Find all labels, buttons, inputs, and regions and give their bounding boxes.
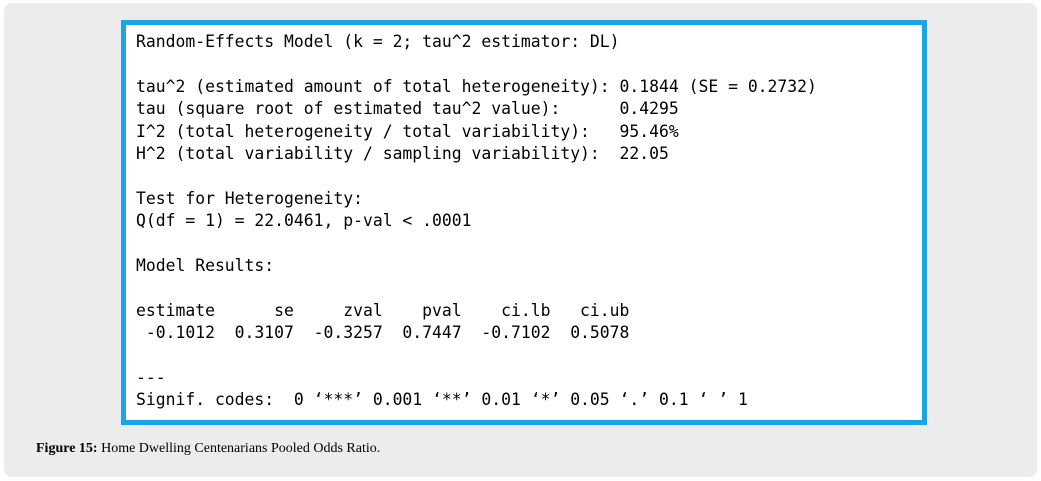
output-line-blank bbox=[136, 165, 922, 187]
r-output-frame: Random-Effects Model (k = 2; tau^2 estim… bbox=[121, 20, 927, 425]
figure-caption-text: Home Dwelling Centenarians Pooled Odds R… bbox=[97, 441, 381, 456]
output-line-tau2: tau^2 (estimated amount of total heterog… bbox=[136, 76, 817, 96]
output-line-model-header: Random-Effects Model (k = 2; tau^2 estim… bbox=[136, 32, 620, 51]
output-line-separator: --- bbox=[136, 367, 166, 387]
output-line-h2: H^2 (total variability / sampling variab… bbox=[136, 143, 669, 163]
output-line-blank bbox=[136, 233, 922, 255]
figure-caption: Figure 15: Home Dwelling Centenarians Po… bbox=[36, 441, 380, 457]
output-line-tau: tau (square root of estimated tau^2 valu… bbox=[136, 99, 679, 119]
output-line-results-values: -0.1012 0.3107 -0.3257 0.7447 -0.7102 0.… bbox=[136, 323, 630, 343]
output-line-model-results-title: Model Results: bbox=[136, 255, 275, 275]
output-line-results-header: estimate se zval pval ci.lb ci.ub bbox=[136, 300, 630, 320]
output-line-blank bbox=[136, 53, 922, 75]
output-line-heterogeneity-title: Test for Heterogeneity: bbox=[136, 188, 363, 208]
output-line-signif-codes: Signif. codes: 0 ‘***’ 0.001 ‘**’ 0.01 ‘… bbox=[136, 390, 748, 410]
figure-caption-label: Figure 15: bbox=[36, 441, 98, 456]
output-line-i2: I^2 (total heterogeneity / total variabi… bbox=[136, 121, 679, 141]
r-console-output: Random-Effects Model (k = 2; tau^2 estim… bbox=[126, 25, 922, 412]
figure-panel: Random-Effects Model (k = 2; tau^2 estim… bbox=[4, 3, 1037, 477]
output-line-q-test: Q(df = 1) = 22.0461, p-val < .0001 bbox=[136, 211, 472, 231]
output-line-blank bbox=[136, 344, 922, 366]
output-line-blank bbox=[136, 277, 922, 299]
